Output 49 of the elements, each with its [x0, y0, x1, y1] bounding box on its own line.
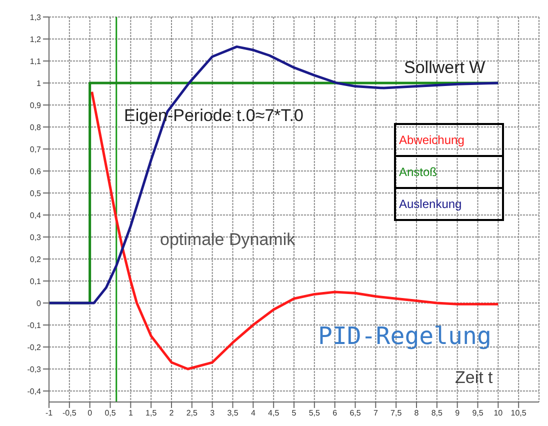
y-tick-label: 1,1 [30, 56, 42, 66]
y-tick-label: 0,1 [30, 276, 42, 286]
x-tick-label: 8,5 [431, 408, 444, 418]
x-tick-label: 9,5 [472, 408, 484, 418]
x-tick-label: 2 [169, 408, 174, 418]
y-tick-label: 0,6 [30, 166, 42, 176]
x-tick-label: 1 [128, 408, 134, 418]
y-tick-label: 0,7 [30, 144, 42, 154]
y-tick-label: -0,4 [27, 386, 42, 396]
y-tick-label: 0,4 [30, 210, 42, 220]
y-tick-label: 0,5 [30, 188, 42, 198]
text: Anstoß [396, 155, 502, 187]
x-tick-label: 10,5 [510, 408, 527, 418]
x-axis-title: Zeit t [455, 368, 493, 388]
annotation: PID-Regelung [318, 322, 492, 350]
y-tick-label: -0,1 [27, 320, 42, 330]
x-tick-label: 7,5 [390, 408, 402, 418]
annotation: Sollwert W [404, 58, 486, 78]
x-tick-label: 5 [292, 408, 297, 418]
x-tick-label: -1 [45, 408, 54, 418]
x-tick-label: 3 [210, 408, 216, 418]
y-tick-label: 0,9 [30, 100, 42, 110]
x-tick-label: 0,5 [104, 408, 116, 418]
x-tick-label: 6 [332, 408, 338, 418]
x-tick-label: 8 [414, 408, 420, 418]
y-tick-label: 1 [36, 78, 42, 88]
x-tick-label: 3,5 [227, 408, 239, 418]
line-series [90, 90, 500, 370]
y-tick-label: 0 [36, 298, 42, 308]
x-tick-label: -0,5 [62, 408, 77, 418]
x-tick-label: 0 [88, 408, 93, 418]
x-tick-label: 9 [455, 408, 460, 418]
x-tick-label: 7 [373, 408, 378, 418]
y-tick-label: 0,3 [30, 232, 42, 242]
x-tick-label: 4 [250, 408, 256, 418]
x-tick-label: 10 [494, 408, 504, 418]
y-tick-label: 1,2 [30, 34, 42, 44]
x-tick-label: 6,5 [350, 408, 362, 418]
x-tick-label: 2,5 [186, 408, 198, 418]
text: Abweichung [398, 132, 466, 149]
y-tick-label: 0,8 [30, 122, 42, 132]
x-tick-label: 5,5 [308, 408, 321, 418]
x-tick-label: 1,5 [146, 408, 158, 418]
y-tick-label: 1,3 [30, 12, 42, 22]
y-tick-label: -0,3 [27, 364, 42, 374]
y-tick-label: -0,2 [27, 342, 42, 352]
y-tick-label: 0,2 [30, 254, 42, 264]
x-tick-label: 4,5 [268, 408, 280, 418]
text: Auslenkung [396, 187, 502, 219]
